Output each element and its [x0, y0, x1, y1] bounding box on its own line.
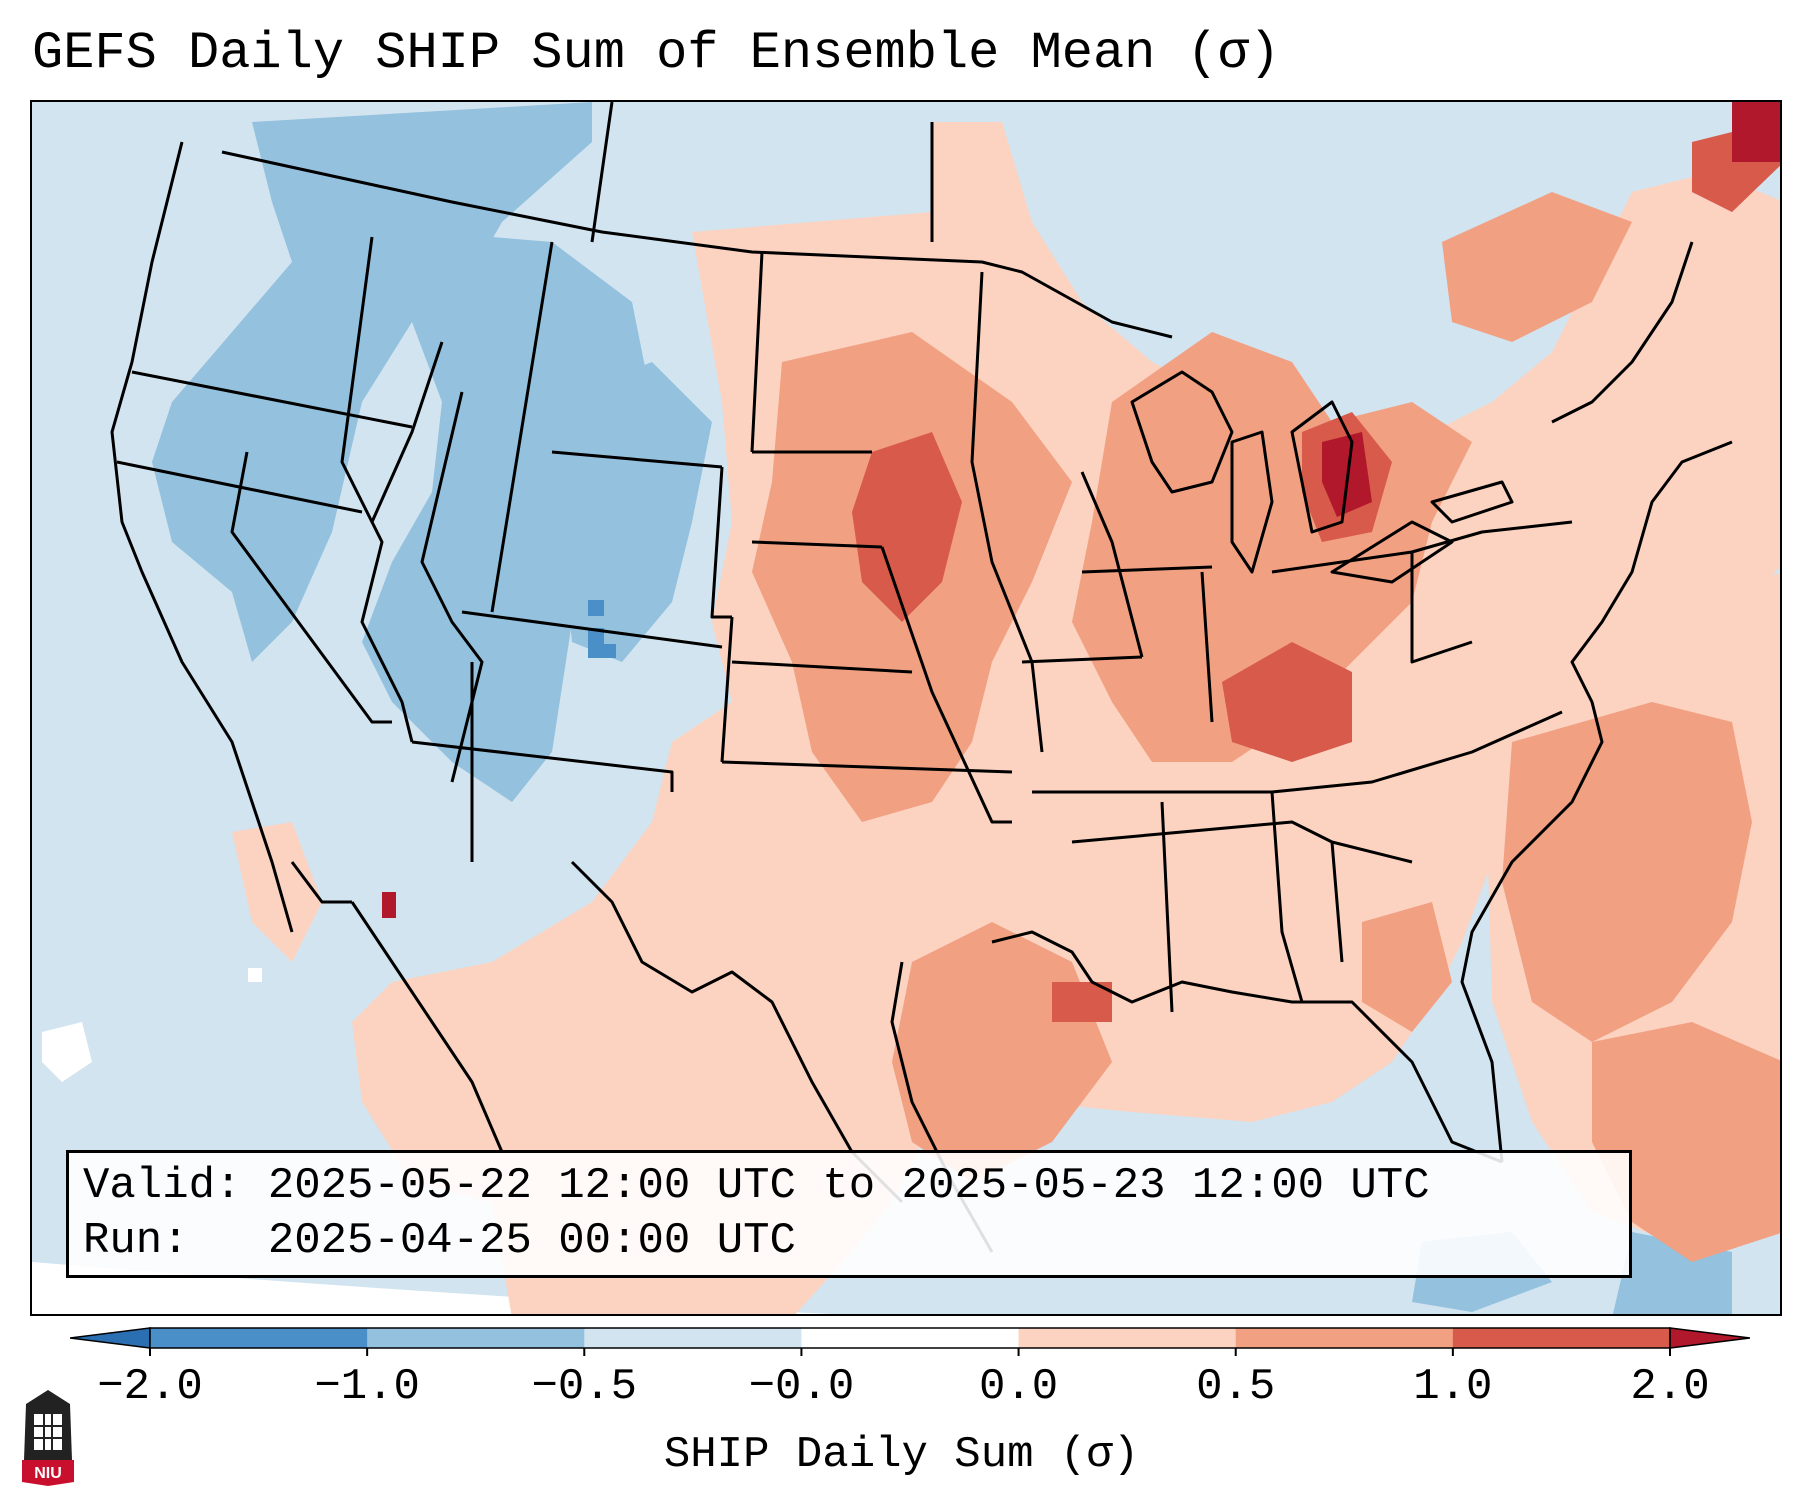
- colorbar-tick-label: 2.0: [1630, 1362, 1710, 1412]
- colorbar-tick-label: −2.0: [97, 1362, 203, 1412]
- colorbar-segment: [801, 1328, 1020, 1348]
- map-svg: [32, 102, 1780, 1314]
- colorbar-segment: [1235, 1328, 1454, 1348]
- chart-title: GEFS Daily SHIP Sum of Ensemble Mean (σ): [32, 24, 1281, 83]
- run-time-line: Run: 2025-04-25 00:00 UTC: [83, 1216, 796, 1266]
- colorbar-outline: [149, 1327, 1671, 1349]
- colorbar-segments: [70, 1327, 1750, 1349]
- boundary-lines: [110, 102, 1733, 1253]
- colorbar-segment: [1452, 1328, 1671, 1348]
- colorbar-segment: [150, 1328, 368, 1348]
- colorbar-extend-high: [1669, 1327, 1750, 1349]
- missing-data-patches: [42, 968, 262, 1082]
- colorbar: [70, 1327, 1750, 1356]
- colorbar-segment: [584, 1328, 802, 1348]
- niu-logo: NIU: [22, 1390, 74, 1486]
- colorbar-tick-marks: [149, 1348, 1671, 1356]
- colorbar-tick-label: 0.0: [978, 1362, 1059, 1412]
- valid-run-infobox: Valid: 2025-05-22 12:00 UTC to 2025-05-2…: [66, 1150, 1632, 1278]
- colorbar-segment: [367, 1328, 585, 1348]
- colorbar-tick-label: 1.0: [1413, 1362, 1493, 1412]
- colorbar-tick-label: −1.0: [314, 1362, 420, 1412]
- colorbar-axis-label: SHIP Daily Sum (σ): [663, 1430, 1140, 1480]
- colorbar-tick-label: −0.0: [748, 1362, 855, 1412]
- extreme-positive-spots: [382, 102, 1780, 918]
- colorbar-tick-label: 0.5: [1196, 1362, 1276, 1412]
- logo-text: NIU: [34, 1465, 62, 1482]
- colorbar-segment: [1018, 1328, 1237, 1348]
- map-panel: [30, 100, 1782, 1316]
- colorbar-extend-low: [70, 1327, 151, 1349]
- colorbar-tick-label: −0.5: [531, 1362, 638, 1412]
- valid-time-line: Valid: 2025-05-22 12:00 UTC to 2025-05-2…: [83, 1161, 1430, 1211]
